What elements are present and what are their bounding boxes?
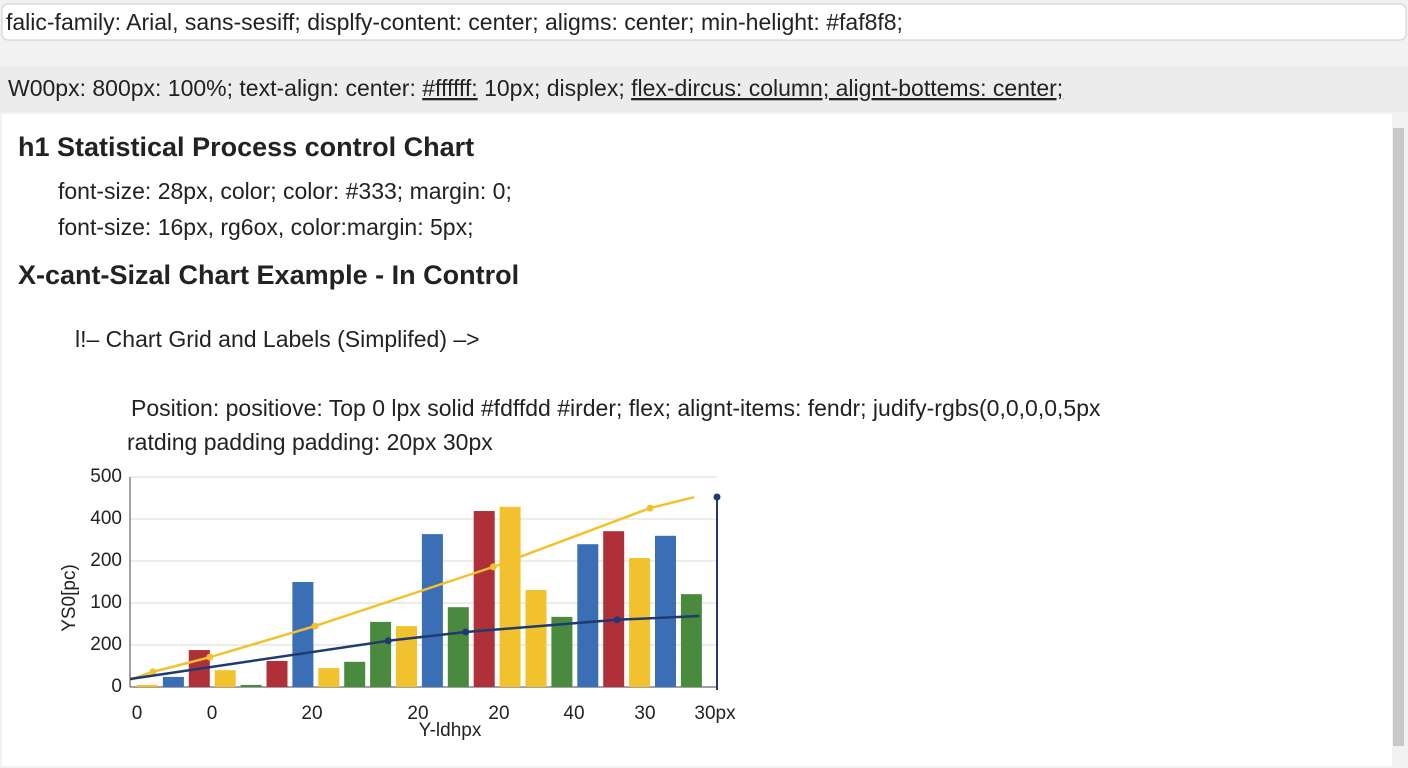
comment: l!– Chart Grid and Labels (Simplifed) –> (75, 326, 480, 352)
y-tick-label: 100 (90, 592, 122, 613)
bar (447, 607, 469, 687)
segment: W00px: 800px: 100%; text-align: center: (8, 75, 422, 101)
bar (473, 511, 495, 687)
style-line: font-size: 16px, rg6ox, color:margin: 5p… (58, 214, 473, 240)
segment: 10px; displex; (478, 75, 631, 101)
y-tick-label: 500 (90, 466, 122, 487)
y-axis-label: YS0[pc) (59, 564, 80, 632)
toolbar (0, 66, 1408, 112)
y-tick-label: 200 (90, 550, 122, 571)
line-point (149, 668, 157, 676)
bar (344, 661, 366, 687)
line-point (462, 628, 470, 636)
bar (137, 684, 158, 687)
bar (551, 616, 573, 687)
segment: #ffffff: (422, 75, 477, 101)
bar (396, 626, 417, 687)
title: h1 Statistical Process control Chart (18, 132, 474, 162)
line-point (646, 504, 654, 512)
y-tick-label: 200 (90, 634, 122, 655)
bar (240, 684, 262, 687)
bar (266, 660, 288, 687)
bar (499, 506, 521, 687)
bar (577, 544, 599, 687)
x-tick-label: 20 (488, 703, 509, 724)
line-point (384, 637, 392, 645)
x-axis-label: Y-ldhpx (419, 720, 482, 741)
x-tick-label: 20 (407, 703, 428, 724)
bar (421, 534, 443, 687)
line-point (206, 653, 214, 661)
bar (525, 589, 547, 687)
position-line: Position: positiove: Top 0 lpx solid #fd… (131, 395, 1101, 421)
y-tick-label: 400 (90, 508, 122, 529)
toolbar-text: W00px: 800px: 100%; text-align: center: … (8, 75, 1063, 101)
header-box (1, 3, 1407, 41)
bar (655, 535, 676, 687)
header-text: falic-family: Arial, sans-sesiff; displf… (6, 9, 903, 35)
x-tick-label: 0 (207, 703, 218, 724)
bar (603, 531, 625, 687)
position-line: ratding padding padding: 20px 30px (127, 429, 493, 455)
y-tick-label: 0 (111, 676, 122, 697)
bar (318, 668, 340, 687)
x-tick-label: 40 (563, 703, 584, 724)
bar (162, 676, 184, 687)
x-tick-label: 20 (301, 703, 322, 724)
x-tick-label: 30px (694, 703, 736, 724)
bar (214, 670, 236, 687)
bar (370, 621, 392, 687)
x-tick-label: 0 (132, 703, 143, 724)
line-point (613, 616, 621, 624)
line-point (311, 622, 319, 630)
segment: flex-dircus: column; alignt-bottems: cen… (631, 75, 1063, 101)
bar (680, 594, 702, 687)
subtitle: X-cant-Sizal Chart Example - In Control (18, 260, 519, 290)
line-point (489, 563, 497, 571)
bar (292, 582, 314, 687)
x-tick-label: 30 (634, 703, 655, 724)
scrollbar[interactable] (1393, 128, 1404, 746)
axis-dot (713, 493, 721, 501)
bar (629, 558, 651, 687)
style-line: font-size: 28px, color; color: #333; mar… (58, 178, 512, 204)
